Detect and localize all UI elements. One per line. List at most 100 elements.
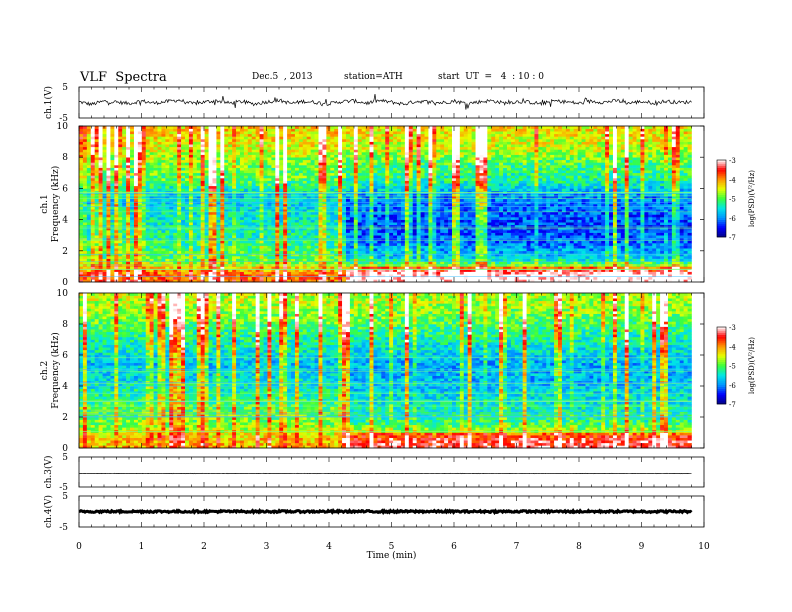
spectrogram-cell	[169, 149, 173, 152]
spectrogram-cell	[295, 214, 299, 217]
spectrogram-cell	[330, 152, 334, 155]
spectrogram-cell	[287, 160, 291, 163]
spectrogram-cell	[319, 251, 323, 254]
spectrogram-cell	[299, 272, 303, 275]
spectrogram-cell	[122, 162, 126, 165]
spectrogram-cell	[279, 201, 283, 204]
spectrogram-cell	[99, 162, 103, 165]
spectrogram-cell	[110, 147, 114, 150]
spectrogram-cell	[307, 149, 311, 152]
spectrogram-cell	[373, 277, 377, 280]
spectrogram-cell	[307, 142, 311, 145]
spectrogram-cell	[193, 277, 197, 280]
spectrogram-cell	[197, 253, 201, 256]
spectrogram-cell	[83, 222, 87, 225]
spectrogram-cell	[350, 157, 354, 160]
spectrogram-cell	[106, 238, 110, 241]
spectrogram-cell	[177, 230, 181, 233]
spectrogram-cell	[267, 181, 271, 184]
spectrogram-cell	[95, 168, 99, 171]
spectrogram-cell	[346, 162, 350, 165]
spectrogram-cell	[216, 126, 220, 129]
spectrogram-cell	[173, 248, 177, 251]
spectrogram-cell	[358, 207, 362, 210]
spectrogram-cell	[201, 157, 205, 160]
spectrogram-cell	[385, 199, 389, 202]
spectrogram-cell	[114, 181, 118, 184]
spectrogram-cell	[350, 201, 354, 204]
spectrogram-cell	[260, 259, 264, 262]
spectrogram-cell	[315, 199, 319, 202]
spectrogram-cell	[362, 259, 366, 262]
spectrogram-cell	[181, 147, 185, 150]
spectrogram-cell	[362, 277, 366, 280]
spectrogram-cell	[83, 129, 87, 132]
spectrogram-cell	[346, 139, 350, 142]
spectrogram-cell	[307, 217, 311, 220]
spectrogram-cell	[122, 222, 126, 225]
spectrogram-cell	[287, 253, 291, 256]
spectrogram-cell	[228, 186, 232, 189]
spectrogram-cell	[142, 142, 146, 145]
spectrogram-cell	[201, 196, 205, 199]
spectrogram-cell	[114, 139, 118, 142]
spectrogram-cell	[291, 160, 295, 163]
spectrogram-cell	[158, 277, 162, 280]
spectrogram-cell	[248, 139, 252, 142]
spectrogram-cell	[189, 201, 193, 204]
spectrogram-cell	[158, 235, 162, 238]
spectrogram-cell	[185, 147, 189, 150]
spectrogram-cell	[389, 131, 393, 134]
spectrogram-cell	[256, 212, 260, 215]
spectrogram-cell	[150, 175, 154, 178]
spectrogram-cell	[299, 256, 303, 259]
spectrogram-cell	[197, 266, 201, 269]
spectrogram-cell	[126, 144, 130, 147]
spectrogram-cell	[330, 238, 334, 241]
spectrogram-cell	[118, 256, 122, 259]
spectrogram-cell	[338, 217, 342, 220]
spectrogram-cell	[95, 160, 99, 163]
spectrogram-cell	[381, 233, 385, 236]
spectrogram-cell	[283, 196, 287, 199]
spectrogram-cell	[354, 173, 358, 176]
spectrogram-cell	[256, 248, 260, 251]
spectrogram-cell	[173, 160, 177, 163]
spectrogram-cell	[103, 230, 107, 233]
spectrogram-cell	[169, 259, 173, 262]
spectrogram-cell	[397, 233, 401, 236]
spectrogram-cell	[267, 238, 271, 241]
spectrogram-cell	[393, 175, 397, 178]
spectrogram-cell	[358, 214, 362, 217]
spectrogram-cell	[381, 144, 385, 147]
spectrogram-cell	[244, 152, 248, 155]
spectrogram-cell	[358, 266, 362, 269]
spectrogram-cell	[260, 230, 264, 233]
spectrogram-cell	[110, 253, 114, 256]
spectrogram-cell	[291, 235, 295, 238]
spectrogram-cell	[252, 220, 256, 223]
spectrogram-cell	[315, 277, 319, 280]
spectrogram-cell	[83, 136, 87, 139]
spectrogram-cell	[110, 248, 114, 251]
spectrogram-cell	[236, 183, 240, 186]
spectrogram-cell	[146, 248, 150, 251]
spectrogram-cell	[330, 277, 334, 280]
spectrogram-cell	[236, 147, 240, 150]
spectrogram-cell	[307, 253, 311, 256]
spectrogram-cell	[303, 277, 307, 280]
spectrogram-cell	[224, 173, 228, 176]
spectrogram-cell	[267, 155, 271, 158]
spectrogram-cell	[373, 155, 377, 158]
spectrogram-cell	[118, 235, 122, 238]
spectrogram-cell	[161, 175, 165, 178]
spectrogram-cell	[295, 134, 299, 137]
spectrogram-cell	[315, 243, 319, 246]
spectrogram-cell	[201, 201, 205, 204]
spectrogram-cell	[279, 251, 283, 254]
spectrogram-cell	[334, 199, 338, 202]
spectrogram-cell	[377, 243, 381, 246]
spectrogram-cell	[122, 157, 126, 160]
spectrogram-cell	[338, 230, 342, 233]
spectrogram-cell	[130, 217, 134, 220]
